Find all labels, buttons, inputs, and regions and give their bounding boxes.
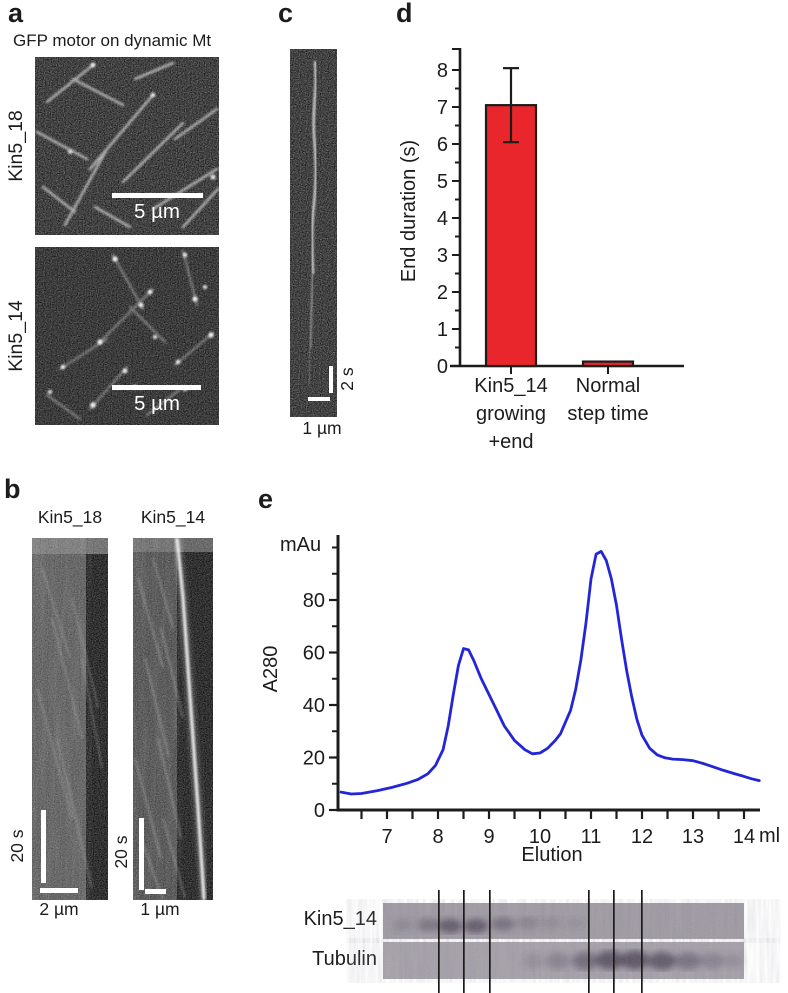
svg-text:80: 80 bbox=[303, 590, 325, 612]
svg-text:10: 10 bbox=[529, 826, 551, 848]
line-chart-e: 0 20 40 60 80 7 8 9 10 11 12 13 14 bbox=[303, 535, 761, 848]
time-scalebar-c-label: 2 s bbox=[336, 367, 357, 391]
svg-text:1: 1 bbox=[437, 319, 448, 341]
dist-scalebar-b1-label: 2 µm bbox=[39, 899, 79, 919]
svg-text:60: 60 bbox=[303, 643, 325, 665]
kymograph-b2-title: Kin5_14 bbox=[140, 507, 206, 527]
gel-image bbox=[383, 890, 744, 993]
svg-text:2: 2 bbox=[437, 282, 448, 304]
dist-scalebar-b2-label: 1 µm bbox=[140, 899, 180, 919]
svg-text:9: 9 bbox=[483, 826, 494, 848]
svg-text:5: 5 bbox=[437, 171, 448, 193]
svg-text:0: 0 bbox=[314, 800, 325, 822]
time-scalebar-b1 bbox=[41, 810, 46, 883]
svg-text:Kin5_14: Kin5_14 bbox=[474, 375, 547, 397]
svg-text:8: 8 bbox=[432, 826, 443, 848]
panel-c-letter: c bbox=[278, 0, 294, 28]
kymograph-kin5-14 bbox=[133, 538, 213, 900]
scalebar-a2-label: 5 µm bbox=[134, 392, 180, 415]
svg-text:20: 20 bbox=[303, 748, 325, 770]
svg-text:step time: step time bbox=[567, 403, 648, 425]
svg-text:6: 6 bbox=[437, 134, 448, 156]
panel-b-letter: b bbox=[4, 474, 21, 504]
svg-text:4: 4 bbox=[437, 208, 448, 230]
time-scalebar-b2 bbox=[139, 818, 144, 890]
micrograph-label-kin5-14: Kin5_14 bbox=[4, 300, 27, 372]
svg-text:7: 7 bbox=[437, 97, 448, 119]
panel-a-letter: a bbox=[8, 0, 24, 28]
svg-text:+end: +end bbox=[488, 431, 533, 453]
gel-row-label-kin5-14: Kin5_14 bbox=[303, 908, 377, 930]
line-chart-xunit: ml bbox=[759, 825, 781, 847]
kymograph-b1-title: Kin5_18 bbox=[37, 507, 103, 527]
micrograph-kin5-14: 5 µm bbox=[35, 247, 219, 425]
micrograph-label-kin5-18: Kin5_18 bbox=[4, 110, 27, 182]
svg-text:11: 11 bbox=[581, 826, 602, 848]
dist-scalebar-c-label: 1 µm bbox=[302, 418, 342, 438]
svg-text:14: 14 bbox=[733, 826, 755, 848]
svg-text:13: 13 bbox=[682, 826, 704, 848]
svg-text:8: 8 bbox=[437, 60, 448, 82]
svg-text:Normal: Normal bbox=[576, 375, 640, 397]
time-scalebar-c bbox=[329, 366, 333, 393]
scalebar-a2 bbox=[112, 385, 201, 390]
line-chart-xlabel: Elution bbox=[521, 844, 583, 866]
dist-scalebar-b2 bbox=[145, 889, 166, 894]
micrograph-kin5-18: 5 µm bbox=[35, 57, 219, 235]
gel-fraction-lines bbox=[438, 890, 643, 993]
scalebar-a1-label: 5 µm bbox=[134, 200, 180, 223]
kymograph-kin5-18 bbox=[32, 538, 108, 900]
line-chart-yunit: mAu bbox=[280, 534, 322, 556]
panel-d-letter: d bbox=[396, 0, 413, 28]
svg-text:12: 12 bbox=[631, 826, 653, 848]
time-scalebar-b2-label: 20 s bbox=[110, 835, 131, 869]
svg-text:growing: growing bbox=[476, 403, 546, 425]
svg-text:40: 40 bbox=[303, 695, 325, 717]
svg-text:7: 7 bbox=[381, 826, 392, 848]
gel-row-label-tubulin: Tubulin bbox=[312, 948, 377, 970]
dist-scalebar-c bbox=[308, 397, 330, 401]
panel-a-title: GFP motor on dynamic Mt bbox=[13, 31, 212, 50]
kymograph-c bbox=[290, 49, 337, 417]
scalebar-a1 bbox=[112, 193, 203, 198]
svg-text:3: 3 bbox=[437, 245, 448, 267]
time-scalebar-b1-label: 20 s bbox=[6, 829, 27, 863]
panel-e-letter: e bbox=[258, 484, 274, 514]
svg-text:0: 0 bbox=[437, 356, 448, 378]
dist-scalebar-b1 bbox=[40, 888, 78, 893]
